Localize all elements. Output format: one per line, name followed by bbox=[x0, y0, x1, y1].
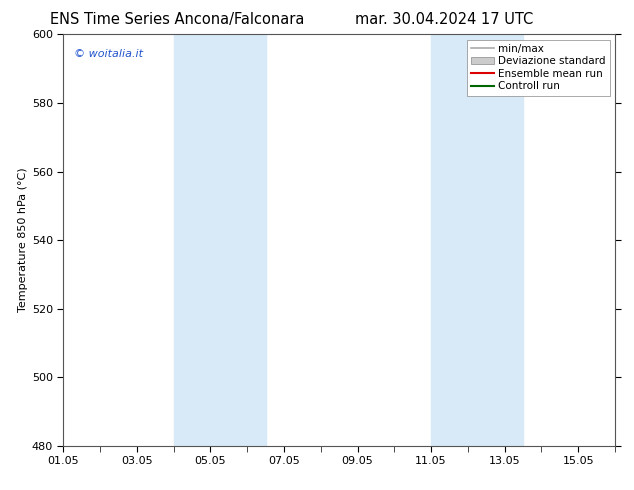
Legend: min/max, Deviazione standard, Ensemble mean run, Controll run: min/max, Deviazione standard, Ensemble m… bbox=[467, 40, 610, 96]
Text: mar. 30.04.2024 17 UTC: mar. 30.04.2024 17 UTC bbox=[354, 12, 533, 27]
Bar bbox=[431, 34, 523, 446]
Text: ENS Time Series Ancona/Falconara: ENS Time Series Ancona/Falconara bbox=[50, 12, 305, 27]
Text: © woitalia.it: © woitalia.it bbox=[74, 49, 143, 59]
Bar bbox=[174, 34, 266, 446]
Y-axis label: Temperature 850 hPa (°C): Temperature 850 hPa (°C) bbox=[18, 168, 27, 313]
